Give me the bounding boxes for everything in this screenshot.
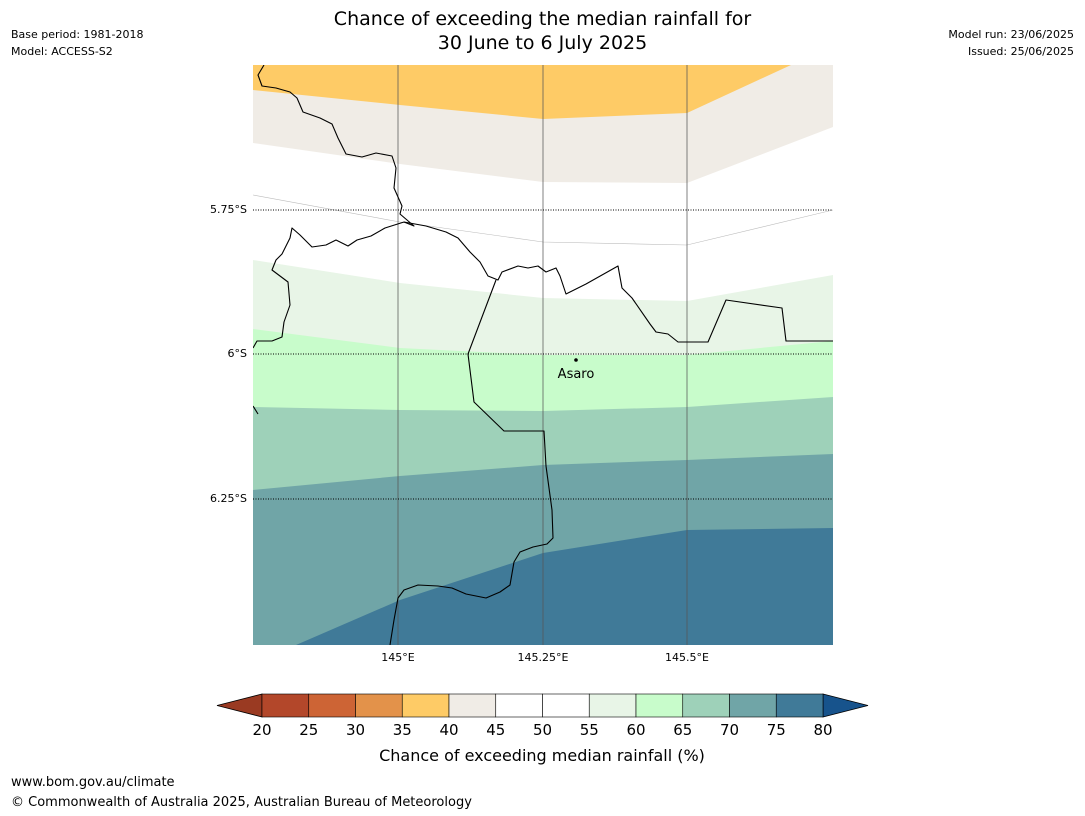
lat-label-5-75: 5.75°S — [210, 203, 247, 216]
colorbar-cell — [588, 693, 637, 718]
colorbar-cell — [261, 693, 310, 718]
colorbar-tick-label: 50 — [533, 721, 552, 739]
colorbar-tick-label: 55 — [580, 721, 599, 739]
lat-label-6: 6°S — [228, 347, 247, 360]
province-boundaries — [253, 65, 833, 645]
lon-label-145-5: 145.5°E — [665, 651, 709, 664]
metadata-left: Base period: 1981-2018 Model: ACCESS-S2 — [11, 26, 143, 60]
colorbar-tick-label: 35 — [393, 721, 412, 739]
footer-copyright: © Commonwealth of Australia 2025, Austra… — [11, 795, 472, 810]
colorbar-cell — [355, 693, 403, 718]
boundary-south — [389, 279, 554, 645]
colorbar-cell — [308, 693, 356, 718]
base-period-text: Base period: 1981-2018 — [11, 28, 144, 41]
title-line-2: 30 June to 6 July 2025 — [437, 32, 648, 54]
latitude-labels: 5.75°S 6°S 6.25°S — [210, 203, 247, 505]
lon-label-145: 145°E — [381, 651, 414, 664]
longitude-gridlines — [397, 65, 688, 645]
colorbar-cell — [495, 693, 543, 718]
footer-url: www.bom.gov.au/climate — [11, 775, 175, 790]
colorbar-tick-label: 30 — [346, 721, 365, 739]
colorbar-cell — [542, 693, 590, 718]
colorbar-under-arrow — [216, 693, 263, 718]
boundary-central — [403, 221, 833, 343]
lon-label-145-25: 145.25°E — [518, 651, 569, 664]
colorbar-tick-label: 20 — [252, 721, 271, 739]
colorbar-cell — [635, 693, 684, 718]
boundary-north-west — [253, 65, 415, 349]
model-run-text: Model run: 23/06/2025 — [948, 28, 1074, 41]
boundary-west-tip — [253, 405, 259, 415]
colorbar-tick-label: 45 — [486, 721, 505, 739]
metadata-right: Model run: 23/06/2025 Issued: 25/06/2025 — [948, 26, 1074, 60]
title-line-1: Chance of exceeding the median rainfall … — [333, 8, 752, 30]
colorbar-cells — [261, 693, 824, 718]
colorbar-tick-label: 60 — [626, 721, 645, 739]
colorbar-cell — [729, 693, 777, 718]
colorbar: 20 25 30 35 40 45 50 55 60 65 70 75 80 Chance of exc… — [216, 693, 869, 765]
colorbar-tick-label: 25 — [299, 721, 318, 739]
lat-label-6-25: 6.25°S — [210, 492, 247, 505]
colorbar-cell — [448, 693, 497, 718]
colorbar-ticks: 20 25 30 35 40 45 50 55 60 65 70 75 80 — [252, 721, 832, 739]
colorbar-cell — [682, 693, 730, 718]
latitude-gridlines — [253, 209, 833, 500]
colorbar-tick-label: 65 — [673, 721, 692, 739]
colorbar-cell — [401, 693, 450, 718]
probability-bands: Asaro — [253, 65, 833, 645]
asaro-marker — [574, 358, 578, 362]
colorbar-tick-label: 70 — [720, 721, 739, 739]
colorbar-cell — [775, 693, 824, 718]
colorbar-over-arrow — [822, 693, 869, 718]
colorbar-label: Chance of exceeding median rainfall (%) — [379, 746, 705, 765]
band-35-40 — [253, 65, 791, 119]
model-text: Model: ACCESS-S2 — [11, 45, 113, 58]
issued-text: Issued: 25/06/2025 — [967, 45, 1074, 58]
map-title: Chance of exceeding the median rainfall … — [0, 7, 1085, 55]
asaro-label: Asaro — [558, 367, 595, 382]
colorbar-tick-label: 80 — [813, 721, 832, 739]
colorbar-tick-label: 75 — [767, 721, 786, 739]
colorbar-tick-label: 40 — [439, 721, 458, 739]
longitude-labels: 145°E 145.25°E 145.5°E — [381, 651, 709, 664]
